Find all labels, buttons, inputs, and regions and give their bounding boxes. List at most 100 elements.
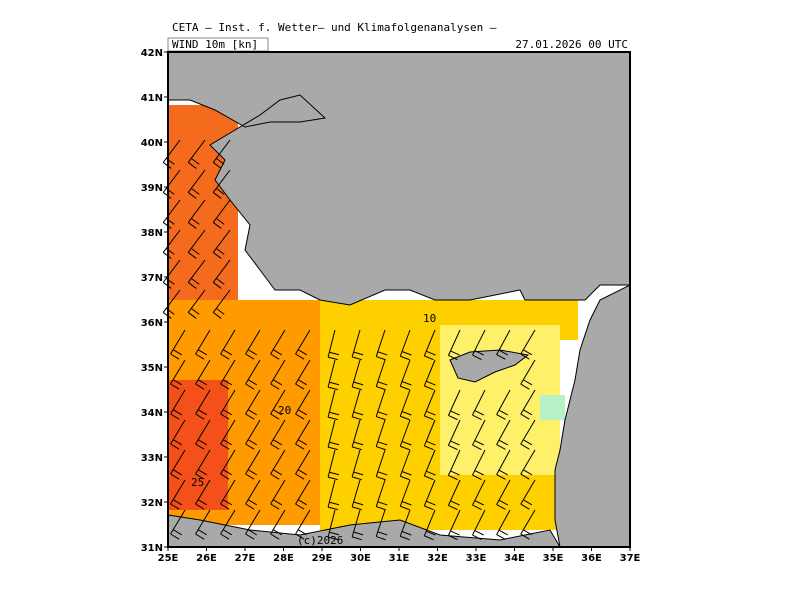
barb-staff [447, 479, 461, 506]
barb-flag [222, 529, 232, 536]
barb-flag [272, 439, 282, 446]
barb-flag [353, 531, 364, 536]
barb-flag [352, 536, 362, 541]
lon-tick-label: 26E [196, 553, 217, 564]
barb-staff [472, 329, 486, 356]
barb-flag [353, 411, 364, 416]
barb-staff [447, 389, 461, 416]
barb-flag [376, 446, 386, 451]
barb-flag [498, 469, 509, 476]
barb-flag [170, 353, 180, 360]
barb-flag [353, 381, 364, 386]
lat-tick-label: 33N [141, 453, 163, 464]
barb-staff [270, 479, 286, 505]
barb-staff [327, 509, 336, 538]
lon-tick-label: 37E [620, 553, 641, 564]
barb-staff [212, 289, 231, 313]
lat-tick-label: 34N [141, 408, 163, 419]
barb-flag [190, 307, 200, 315]
barb-staff [220, 509, 236, 535]
barb-staff [472, 449, 486, 476]
barb-flag [450, 440, 460, 446]
barb-staff [351, 509, 361, 538]
barb-flag [523, 379, 533, 386]
barb-flag [448, 475, 458, 481]
barb-flag [247, 469, 257, 476]
barb-flag [222, 349, 232, 356]
barb-flag [245, 353, 255, 360]
barb-flag [496, 504, 506, 510]
barb-flag [247, 499, 257, 506]
barb-flag [498, 409, 509, 416]
barb-flag [245, 413, 255, 420]
barb-staff [162, 289, 181, 313]
barb-flag [212, 222, 222, 229]
barb-flag [353, 501, 364, 506]
barb-flag [352, 476, 362, 481]
barb-flag [352, 446, 362, 451]
barb-flag [426, 530, 436, 536]
barb-flag [424, 535, 434, 541]
barb-flag [215, 277, 225, 285]
barb-flag [195, 473, 205, 480]
barb-flag [190, 277, 200, 285]
datetime: 27.01.2026 00 UTC [515, 38, 628, 51]
barb-staff [520, 329, 536, 355]
barb-flag [172, 439, 182, 446]
barb-staff [520, 389, 536, 415]
barb-staff [520, 509, 536, 535]
lon-tick-label: 32E [427, 553, 448, 564]
barb-staff [351, 449, 361, 478]
barb-flag [222, 499, 232, 506]
barb-flag [195, 353, 205, 360]
barb-flag [197, 469, 207, 476]
barb-flag [245, 533, 255, 540]
barb-flag [195, 383, 205, 390]
barb-flag [520, 383, 530, 390]
barb-flag [401, 381, 412, 386]
lat-tick-label: 39N [141, 183, 163, 194]
plot-area: 10 20 25 (c)2026 [162, 51, 631, 548]
barb-staff [472, 419, 486, 446]
lat-tick-label: 31N [141, 543, 163, 554]
barb-flag [272, 379, 282, 386]
barb-flag [172, 469, 182, 476]
barb-flag [220, 413, 230, 420]
barb-flag [295, 443, 305, 450]
barb-flag [401, 471, 412, 476]
credit: (c)2026 [297, 534, 343, 547]
barb-staff [375, 359, 386, 387]
barb-flag [474, 500, 484, 506]
barb-flag [474, 440, 484, 446]
barb-flag [352, 416, 362, 421]
barb-flag [215, 247, 225, 255]
barb-flag [424, 475, 434, 481]
barb-flag [352, 506, 362, 511]
barb-staff [295, 479, 311, 505]
barb-flag [523, 349, 533, 356]
barb-flag [327, 476, 338, 481]
barb-staff [472, 389, 486, 416]
barb-flag [496, 354, 506, 360]
lat-tick-label: 32N [141, 498, 163, 509]
barb-flag [520, 413, 530, 420]
barb-flag [352, 386, 362, 391]
barb-staff [270, 419, 286, 445]
wind-field [540, 395, 565, 420]
barb-flag [377, 531, 388, 536]
land [167, 51, 631, 306]
barb-flag [295, 503, 305, 510]
barb-flag [270, 383, 280, 390]
barb-staff [327, 479, 336, 508]
barb-flag [520, 503, 530, 510]
barb-flag [329, 531, 340, 536]
barb-flag [220, 533, 230, 540]
barb-staff [520, 449, 536, 475]
barb-flag [190, 187, 200, 195]
barb-flag [270, 503, 280, 510]
barb-staff [270, 329, 286, 355]
barb-staff [375, 329, 386, 357]
barb-flag [245, 383, 255, 390]
barb-flag [187, 222, 197, 229]
barb-flag [220, 443, 230, 450]
